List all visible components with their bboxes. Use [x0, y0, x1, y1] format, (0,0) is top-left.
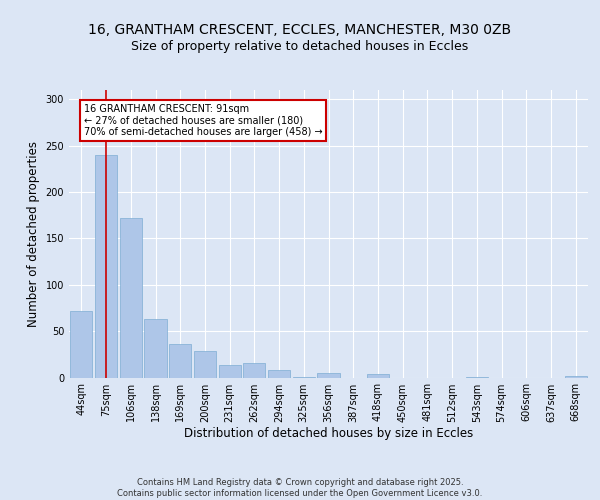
Bar — [243, 362, 265, 378]
Bar — [466, 376, 488, 378]
Bar — [367, 374, 389, 378]
Bar — [293, 376, 315, 378]
Bar — [169, 344, 191, 378]
Text: Contains HM Land Registry data © Crown copyright and database right 2025.
Contai: Contains HM Land Registry data © Crown c… — [118, 478, 482, 498]
Bar — [70, 310, 92, 378]
Bar — [268, 370, 290, 378]
Bar — [119, 218, 142, 378]
Bar — [565, 376, 587, 378]
Bar — [194, 350, 216, 378]
Bar — [317, 373, 340, 378]
Text: Size of property relative to detached houses in Eccles: Size of property relative to detached ho… — [131, 40, 469, 53]
Text: 16 GRANTHAM CRESCENT: 91sqm
← 27% of detached houses are smaller (180)
70% of se: 16 GRANTHAM CRESCENT: 91sqm ← 27% of det… — [84, 104, 322, 137]
Bar — [145, 319, 167, 378]
Bar — [95, 155, 117, 378]
Y-axis label: Number of detached properties: Number of detached properties — [27, 141, 40, 327]
X-axis label: Distribution of detached houses by size in Eccles: Distribution of detached houses by size … — [184, 428, 473, 440]
Text: 16, GRANTHAM CRESCENT, ECCLES, MANCHESTER, M30 0ZB: 16, GRANTHAM CRESCENT, ECCLES, MANCHESTE… — [88, 22, 512, 36]
Bar — [218, 364, 241, 378]
